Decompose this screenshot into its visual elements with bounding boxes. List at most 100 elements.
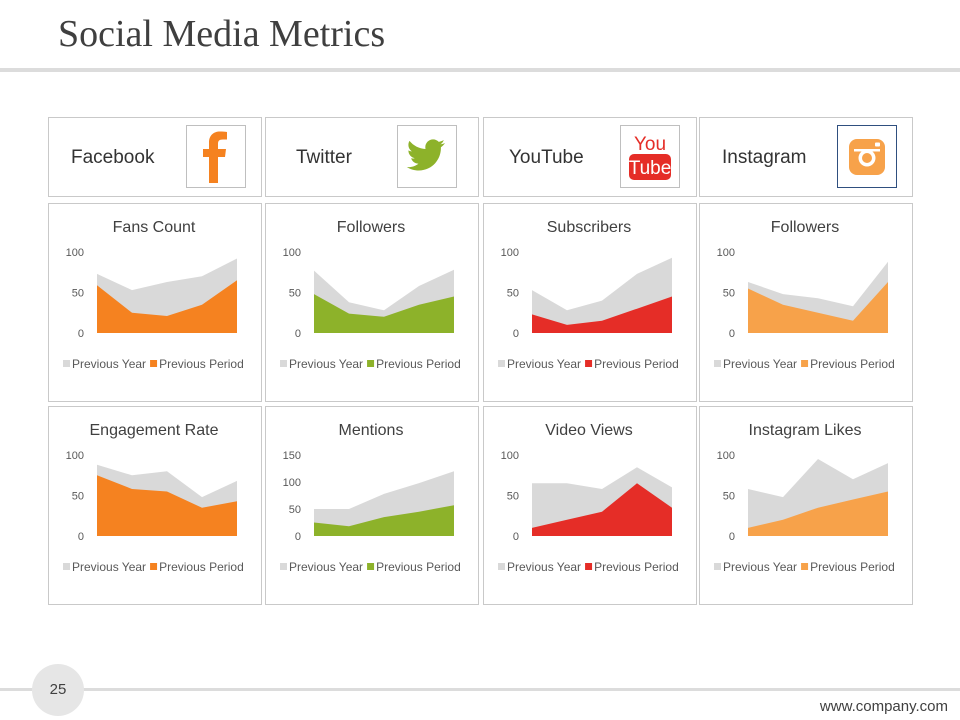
subscribers-chart: Subscribers 0 50 100 Previous Year Previous P… xyxy=(498,219,679,371)
chart-card-video-views: Video Views 0 50 100 Previous Year Previous P… xyxy=(483,406,697,605)
chart-title: Subscribers xyxy=(547,219,631,236)
chart-card-instagram-likes: Instagram Likes 0 50 100 Previous Year Previo… xyxy=(699,406,913,605)
y-tick-label: 100 xyxy=(501,247,519,259)
y-tick-label: 50 xyxy=(507,288,519,300)
legend-label-previous-period: Previous Period xyxy=(594,560,679,574)
legend-swatch-previous-period xyxy=(150,563,158,570)
svg-text:Tube: Tube xyxy=(629,158,672,179)
y-tick-label: 0 xyxy=(78,328,84,340)
area-previous-period xyxy=(532,483,672,536)
platform-name-facebook: Facebook xyxy=(71,147,155,168)
y-tick-label: 100 xyxy=(66,247,84,259)
y-tick-label: 50 xyxy=(507,491,519,503)
legend-swatch-previous-period xyxy=(150,360,158,367)
legend-label-previous-period: Previous Period xyxy=(594,357,679,371)
legend-label-previous-year: Previous Year xyxy=(723,357,797,371)
slide-title: Social Media Metrics xyxy=(58,13,386,55)
y-tick-label: 0 xyxy=(729,531,735,543)
y-tick-label: 100 xyxy=(66,450,84,462)
legend-swatch-previous-period xyxy=(367,563,375,570)
facebook-icon xyxy=(186,125,246,188)
youtube-icon: You Tube xyxy=(620,125,680,188)
legend-swatch-previous-year xyxy=(280,563,287,570)
engagement-rate-chart: Engagement Rate 0 50 100 Previous Year Previo… xyxy=(63,422,244,574)
y-tick-label: 50 xyxy=(289,288,301,300)
legend-label-previous-year: Previous Year xyxy=(289,357,363,371)
chart-title: Video Views xyxy=(545,422,632,439)
y-tick-label: 50 xyxy=(72,288,84,300)
area-previous-period xyxy=(532,296,672,333)
y-tick-label: 50 xyxy=(72,491,84,503)
legend-label-previous-year: Previous Year xyxy=(507,560,581,574)
legend-swatch-previous-year xyxy=(498,360,505,367)
chart-card-engagement-rate: Engagement Rate 0 50 100 Previous Year Previo… xyxy=(48,406,262,605)
instagram-likes-chart: Instagram Likes 0 50 100 Previous Year Previo… xyxy=(714,422,895,574)
legend-label-previous-period: Previous Period xyxy=(376,560,461,574)
legend-swatch-previous-year xyxy=(280,360,287,367)
legend-swatch-previous-year xyxy=(714,563,721,570)
y-tick-label: 100 xyxy=(283,477,301,489)
legend-label-previous-year: Previous Year xyxy=(72,560,146,574)
svg-text:You: You xyxy=(634,134,666,155)
footer-divider xyxy=(0,688,960,691)
y-tick-label: 100 xyxy=(283,247,301,259)
area-previous-period xyxy=(314,294,454,333)
area-previous-period xyxy=(97,280,237,333)
y-tick-label: 0 xyxy=(513,531,519,543)
platform-card-instagram: Instagram xyxy=(699,117,913,197)
footer-url: www.company.com xyxy=(819,698,948,715)
platform-card-facebook: Facebook xyxy=(48,117,262,197)
y-tick-label: 100 xyxy=(717,450,735,462)
page-number: 25 xyxy=(32,664,84,716)
platform-name-youtube: YouTube xyxy=(509,147,584,168)
legend-swatch-previous-year xyxy=(63,360,70,367)
y-tick-label: 0 xyxy=(729,328,735,340)
y-tick-label: 100 xyxy=(717,247,735,259)
instagram-icon xyxy=(837,125,897,188)
y-tick-label: 150 xyxy=(283,450,301,462)
legend-swatch-previous-period xyxy=(585,563,593,570)
y-tick-label: 100 xyxy=(501,450,519,462)
area-previous-period xyxy=(314,505,454,536)
y-tick-label: 0 xyxy=(513,328,519,340)
chart-title: Mentions xyxy=(339,422,404,439)
legend-swatch-previous-period xyxy=(367,360,375,367)
twitter-followers-chart: Followers 0 50 100 Previous Year Previous Per… xyxy=(280,219,461,371)
legend-label-previous-period: Previous Period xyxy=(159,560,244,574)
legend-label-previous-year: Previous Year xyxy=(723,560,797,574)
twitter-icon xyxy=(397,125,457,188)
area-previous-period xyxy=(97,475,237,536)
legend-label-previous-period: Previous Period xyxy=(810,560,895,574)
platform-name-instagram: Instagram xyxy=(722,147,807,168)
legend-swatch-previous-year xyxy=(714,360,721,367)
chart-card-subscribers: Subscribers 0 50 100 Previous Year Previous P… xyxy=(483,203,697,402)
chart-title: Followers xyxy=(771,219,839,236)
y-tick-label: 50 xyxy=(723,491,735,503)
title-divider xyxy=(0,68,960,72)
instagram-followers-chart: Followers 0 50 100 Previous Year Previous Per… xyxy=(714,219,895,371)
fans-count-chart: Fans Count 0 50 100 Previous Year Previous Pe… xyxy=(63,219,244,371)
chart-title: Engagement Rate xyxy=(90,422,219,439)
legend-label-previous-year: Previous Year xyxy=(72,357,146,371)
y-tick-label: 0 xyxy=(78,531,84,543)
legend-label-previous-year: Previous Year xyxy=(507,357,581,371)
platform-card-twitter: Twitter xyxy=(265,117,479,197)
mentions-chart: Mentions 0 50 100 150 Previous Year Previous P… xyxy=(280,422,461,574)
chart-card-fans-count: Fans Count 0 50 100 Previous Year Previous Pe… xyxy=(48,203,262,402)
legend-swatch-previous-period xyxy=(801,563,809,570)
legend-swatch-previous-year xyxy=(63,563,70,570)
chart-title: Instagram Likes xyxy=(749,422,862,439)
area-previous-period xyxy=(748,491,888,536)
y-tick-label: 0 xyxy=(295,531,301,543)
video-views-chart: Video Views 0 50 100 Previous Year Previous P… xyxy=(498,422,679,574)
chart-card-instagram-followers: Followers 0 50 100 Previous Year Previous Per… xyxy=(699,203,913,402)
platform-card-youtube: YouTube You Tube xyxy=(483,117,697,197)
legend-label-previous-period: Previous Period xyxy=(376,357,461,371)
legend-swatch-previous-period xyxy=(801,360,809,367)
y-tick-label: 50 xyxy=(289,504,301,516)
legend-swatch-previous-year xyxy=(498,563,505,570)
y-tick-label: 0 xyxy=(295,328,301,340)
chart-title: Followers xyxy=(337,219,405,236)
legend-label-previous-year: Previous Year xyxy=(289,560,363,574)
y-tick-label: 50 xyxy=(723,288,735,300)
